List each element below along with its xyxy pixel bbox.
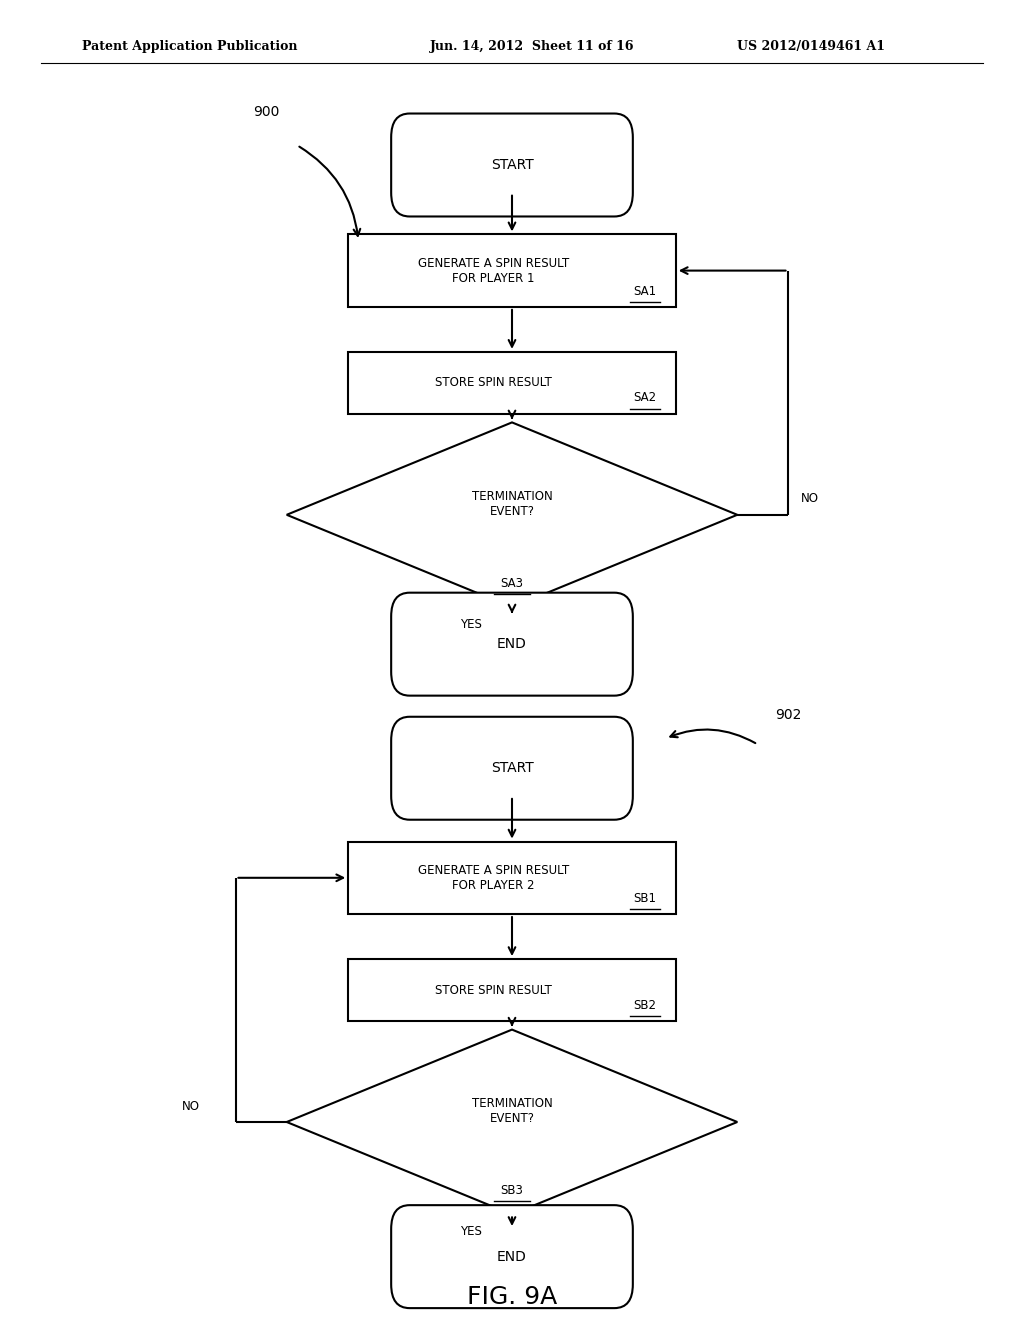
Text: YES: YES [460, 618, 482, 631]
Bar [348, 234, 676, 306]
Text: Jun. 14, 2012  Sheet 11 of 16: Jun. 14, 2012 Sheet 11 of 16 [430, 40, 635, 53]
Text: US 2012/0149461 A1: US 2012/0149461 A1 [737, 40, 886, 53]
Text: STORE SPIN RESULT: STORE SPIN RESULT [435, 983, 552, 997]
FancyBboxPatch shape [391, 1205, 633, 1308]
Text: 900: 900 [253, 106, 280, 119]
Text: END: END [497, 638, 527, 651]
Text: YES: YES [460, 1225, 482, 1238]
Text: SA2: SA2 [634, 392, 656, 404]
FancyBboxPatch shape [391, 593, 633, 696]
Text: GENERATE A SPIN RESULT
FOR PLAYER 2: GENERATE A SPIN RESULT FOR PLAYER 2 [418, 863, 569, 892]
Text: SA3: SA3 [501, 577, 523, 590]
Text: SB3: SB3 [501, 1184, 523, 1197]
FancyBboxPatch shape [391, 114, 633, 216]
Text: Patent Application Publication: Patent Application Publication [82, 40, 297, 53]
Polygon shape [287, 422, 737, 607]
Polygon shape [287, 1030, 737, 1214]
Text: START: START [490, 158, 534, 172]
Text: END: END [497, 1250, 527, 1263]
Text: START: START [490, 762, 534, 775]
Text: SA1: SA1 [634, 285, 656, 297]
Text: SB2: SB2 [634, 999, 656, 1011]
Bar [348, 351, 676, 414]
Text: TERMINATION
EVENT?: TERMINATION EVENT? [472, 1097, 552, 1126]
Text: GENERATE A SPIN RESULT
FOR PLAYER 1: GENERATE A SPIN RESULT FOR PLAYER 1 [418, 256, 569, 285]
Text: 902: 902 [775, 709, 802, 722]
FancyBboxPatch shape [391, 717, 633, 820]
Text: STORE SPIN RESULT: STORE SPIN RESULT [435, 376, 552, 389]
Text: TERMINATION
EVENT?: TERMINATION EVENT? [472, 490, 552, 519]
Text: SB1: SB1 [634, 892, 656, 904]
Text: NO: NO [181, 1100, 200, 1113]
Text: NO: NO [801, 492, 819, 506]
Text: FIG. 9A: FIG. 9A [467, 1286, 557, 1309]
Bar [348, 958, 676, 1022]
Bar [348, 842, 676, 913]
